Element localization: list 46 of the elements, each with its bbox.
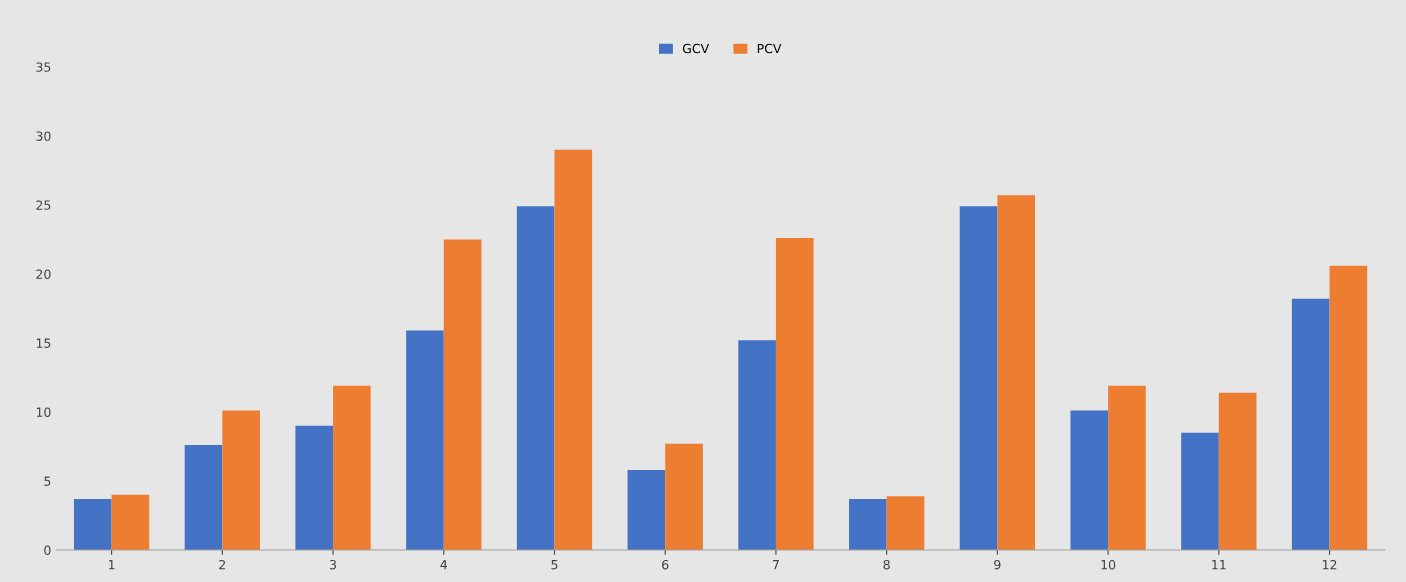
bar xyxy=(665,443,703,550)
x-tick-label: 3 xyxy=(330,559,337,570)
bar xyxy=(184,445,223,550)
bar xyxy=(997,195,1036,550)
x-tick-label: 6 xyxy=(662,559,669,570)
bar xyxy=(627,469,666,550)
legend-label: PCV xyxy=(757,43,782,54)
x-tick-label: 5 xyxy=(551,560,558,570)
bar xyxy=(886,496,925,550)
y-tick-label: 10 xyxy=(36,407,51,417)
legend-label: GCV xyxy=(682,43,710,54)
x-tick-label: 9 xyxy=(994,559,1001,570)
y-tick-label: 0 xyxy=(44,545,51,555)
y-tick-label: 30 xyxy=(36,131,51,141)
bar xyxy=(406,330,444,550)
y-tick-label: 35 xyxy=(36,62,51,72)
y-tick-label: 15 xyxy=(36,338,51,348)
bar xyxy=(1070,410,1109,550)
bar xyxy=(73,498,112,550)
y-tick-label: 5 xyxy=(44,476,51,486)
bar xyxy=(333,385,371,550)
x-tick-label: 8 xyxy=(883,559,890,570)
x-tick-label: 12 xyxy=(1322,559,1337,570)
x-tick-label: 10 xyxy=(1101,559,1116,570)
y-tick-label: 20 xyxy=(36,269,51,279)
y-tick-label: 25 xyxy=(36,200,51,210)
x-tick-label: 1 xyxy=(109,560,115,570)
bar xyxy=(1291,298,1330,550)
bar xyxy=(443,239,482,550)
bar xyxy=(775,238,814,550)
bar xyxy=(1329,265,1368,550)
bar xyxy=(516,206,555,550)
bar xyxy=(222,410,260,550)
bar xyxy=(295,425,334,550)
x-tick-label: 7 xyxy=(772,560,779,570)
x-tick-label: 2 xyxy=(219,559,226,570)
bar xyxy=(1218,392,1257,550)
bar xyxy=(738,340,776,550)
bar xyxy=(849,498,887,550)
bar xyxy=(1181,432,1219,550)
bar xyxy=(111,494,150,550)
x-tick-label: 11 xyxy=(1212,560,1226,570)
bar xyxy=(959,206,998,550)
x-tick-label: 4 xyxy=(440,560,448,570)
bar xyxy=(554,149,593,550)
bar xyxy=(1108,385,1146,550)
